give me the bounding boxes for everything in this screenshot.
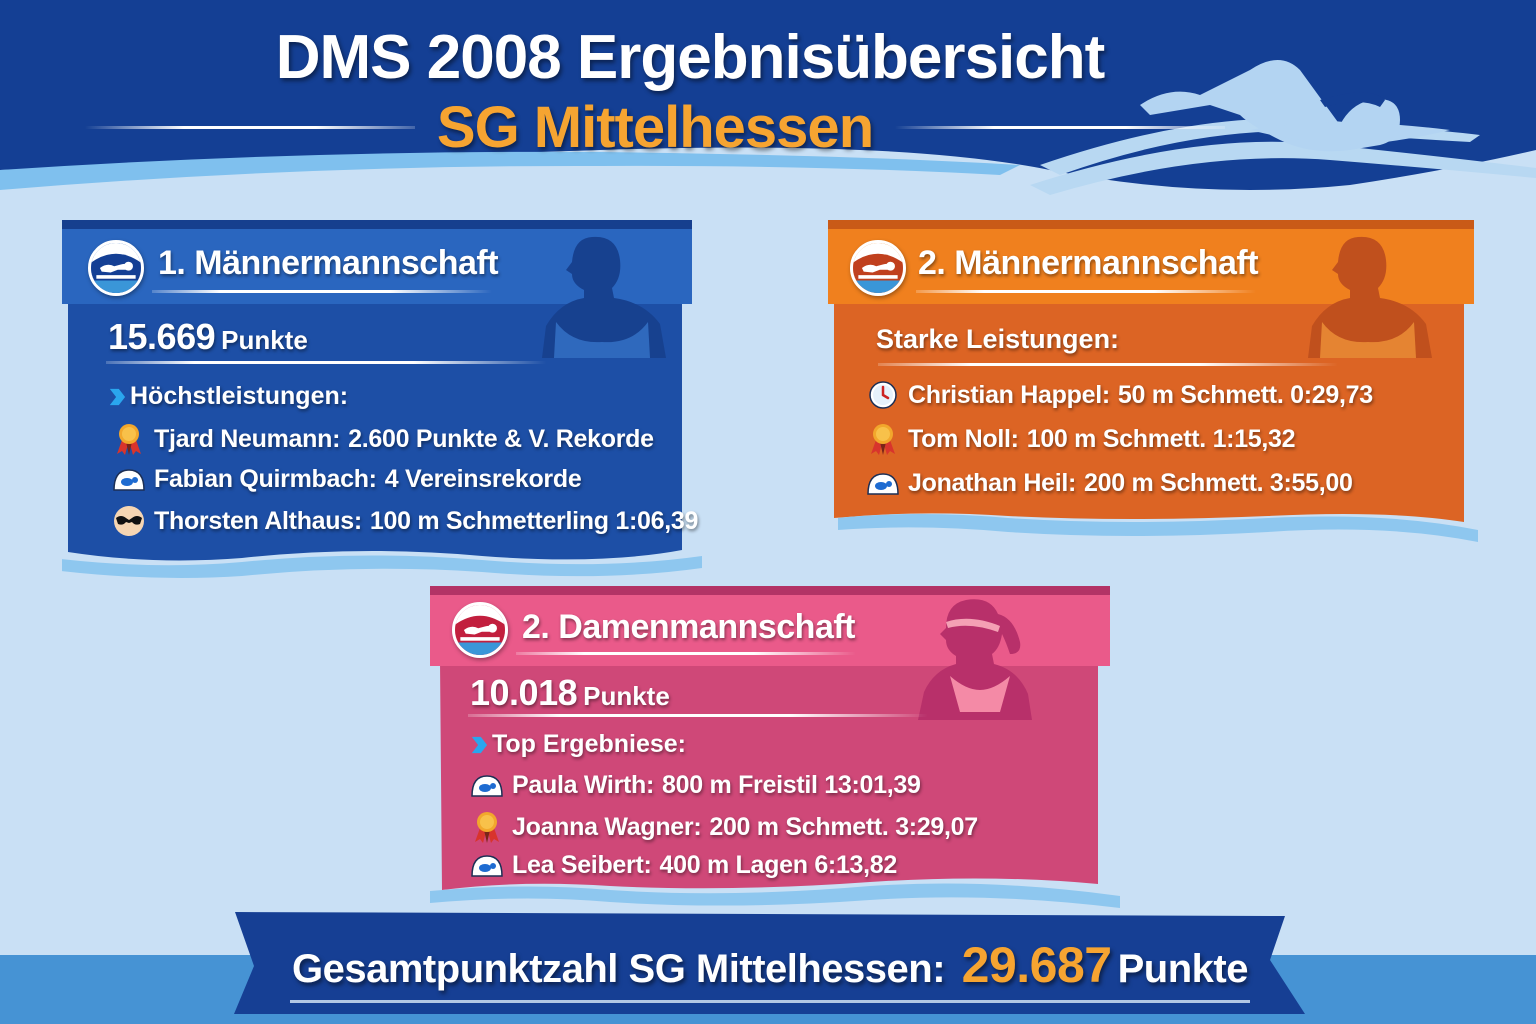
goggles-face-icon [112,504,146,538]
result-entry: Christian Happel: 50 m Schmett. 0:29,73 [866,378,1373,412]
result-entry: Jonathan Heil: 200 m Schmett. 3:55,00 [866,466,1353,500]
swim-cap-icon [470,768,504,802]
result-entry: Tom Noll: 100 m Schmett. 1:15,32 [866,422,1296,456]
team-swim-logo-icon [850,240,906,296]
athlete-name: Joanna Wagner: [512,812,702,841]
team-card-2-maenner: 2. Männermannschaft Starke Leistungen: C… [828,220,1478,550]
total-value: 29.687 [961,937,1112,993]
athlete-name: Lea Seibert: [512,850,652,879]
athlete-name: Fabian Quirmbach: [154,464,377,493]
section-label: Top Ergebniese: [470,730,686,759]
result-detail: 200 m Schmett. 3:55,00 [1084,468,1353,497]
athlete-name: Christian Happel: [908,380,1110,409]
athlete-name: Thorsten Althaus: [154,506,362,535]
section-label-text: Starke Leistungen: [876,324,1120,354]
title-underline [516,652,856,655]
result-entry: Joanna Wagner: 200 m Schmett. 3:29,07 [470,810,978,844]
section-underline [878,363,1338,366]
result-detail: 2.600 Punkte & V. Rekorde [348,424,654,453]
team-card-1-maenner: 1. Männermannschaft 15.669 Punkte Höchstl… [62,220,702,580]
athlete-name: Paula Wirth: [512,770,655,799]
result-entry: Lea Seibert: 400 m Lagen 6:13,82 [470,848,897,882]
result-detail: 200 m Schmett. 3:29,07 [709,812,978,841]
points-underline [106,361,546,364]
subtitle-divider-right [895,125,1226,129]
points-underline [468,714,928,717]
result-entry: Tjard Neumann: 2.600 Punkte & V. Rekorde [112,422,654,456]
section-label: Höchstleistungen: [108,382,348,411]
swimmer-silhouette-icon [1140,60,1450,152]
section-label: Starke Leistungen: [876,324,1119,355]
male-athlete-silhouette-icon [542,236,666,358]
athlete-name: Tom Noll: [908,424,1019,453]
total-unit: Punkte [1117,947,1249,991]
female-athlete-silhouette-icon [918,599,1032,720]
stopwatch-icon [866,378,900,412]
total-label: Gesamtpunktzahl SG Mittelhessen: [292,947,946,991]
athlete-name: Tjard Neumann: [154,424,341,453]
team-card-3-damen: 2. Damenmannschaft 10.018 Punkte Top Erge… [430,586,1120,916]
result-entry: Thorsten Althaus: 100 m Schmetterling 1:… [112,504,698,538]
result-detail: 100 m Schmetterling 1:06,39 [369,506,699,535]
team-points: 15.669 Punkte [108,316,308,358]
team-title: 2. Männermannschaft [918,244,1259,282]
title-underline [916,290,1256,293]
subtitle-row: SG Mittelhessen [85,92,1226,162]
chevron-right-icon [108,387,126,407]
male-athlete-silhouette-icon [1308,236,1432,358]
result-entry: Fabian Quirmbach: 4 Vereinsrekorde [112,462,582,496]
page-subtitle: SG Mittelhessen [436,94,874,160]
result-detail: 4 Vereinsrekorde [384,464,582,493]
team-title: 1. Männermannschaft [158,244,499,282]
section-label-text: Top Ergebniese: [492,730,687,758]
athlete-name: Jonathan Heil: [908,468,1077,497]
points-value: 15.669 [108,316,216,357]
medal-icon [470,810,504,844]
swim-cap-icon [470,848,504,882]
title-underline [152,290,492,293]
header-banner: DMS 2008 Ergebnisübersicht SG Mittelhess… [0,0,1536,210]
chevron-right-icon [470,735,488,755]
team-swim-logo-icon [452,602,508,658]
result-detail: 400 m Lagen 6:13,82 [659,850,898,879]
total-ribbon-banner [234,912,1305,1014]
result-detail: 50 m Schmett. 0:29,73 [1117,380,1373,409]
section-label-text: Höchstleistungen: [130,382,349,410]
team-swim-logo-icon [88,240,144,296]
points-unit: Punkte [583,681,670,711]
swim-cap-icon [866,466,900,500]
result-detail: 800 m Freistil 13:01,39 [662,770,921,799]
result-entry: Paula Wirth: 800 m Freistil 13:01,39 [470,768,921,802]
swim-cap-icon [112,462,146,496]
total-points-line: Gesamtpunktzahl SG Mittelhessen: 29.687 P… [230,936,1310,994]
team-title: 2. Damenmannschaft [522,608,856,646]
page-title: DMS 2008 Ergebnisübersicht [275,23,1106,92]
medal-icon [866,422,900,456]
subtitle-divider-left [85,125,415,129]
points-value: 10.018 [470,672,578,713]
points-unit: Punkte [221,325,308,355]
result-detail: 100 m Schmett. 1:15,32 [1026,424,1296,453]
medal-icon [112,422,146,456]
team-points: 10.018 Punkte [470,672,670,714]
